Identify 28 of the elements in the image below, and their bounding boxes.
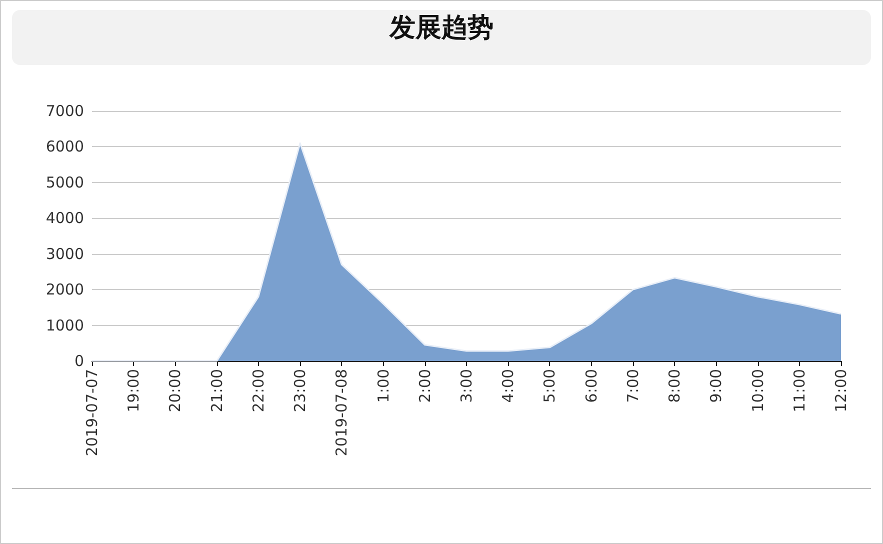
x-tick-label: 7:00: [624, 369, 642, 403]
y-tick-label: 4000: [46, 209, 84, 228]
x-tick-label: 2019-07-08: [332, 369, 351, 456]
x-tick-label: 23:00: [291, 369, 310, 412]
x-tick-label: 11:00: [790, 369, 808, 412]
x-tick-label: 2:00: [416, 369, 434, 403]
x-tick-label: 12:00: [832, 369, 850, 412]
x-tick-label: 4:00: [499, 369, 518, 403]
y-tick-label: 7000: [46, 102, 84, 120]
y-tick-label: 1000: [46, 316, 84, 334]
x-tick-label: 10:00: [748, 369, 767, 412]
y-tick-label: 3000: [46, 244, 84, 263]
chart-title: 发展趋势: [12, 10, 871, 65]
y-tick-label: 2000: [46, 280, 84, 299]
x-tick-label: 5:00: [540, 369, 559, 403]
y-tick-label: 6000: [46, 138, 84, 156]
x-tick-label: 9:00: [707, 369, 726, 403]
x-tick-label: 20:00: [166, 369, 184, 412]
x-tick-label: 2019-07-07: [83, 369, 101, 456]
x-tick-label: 21:00: [208, 369, 226, 412]
x-tick-label: 19:00: [124, 369, 143, 412]
x-tick-label: 1:00: [374, 369, 392, 403]
y-tick-label: 5000: [46, 173, 84, 192]
y-tick-label: 0: [74, 352, 84, 370]
x-tick-label: 22:00: [249, 369, 268, 412]
x-tick-label: 6:00: [582, 369, 600, 403]
x-tick-label: 8:00: [666, 369, 684, 403]
x-tick-label: 3:00: [458, 369, 476, 403]
